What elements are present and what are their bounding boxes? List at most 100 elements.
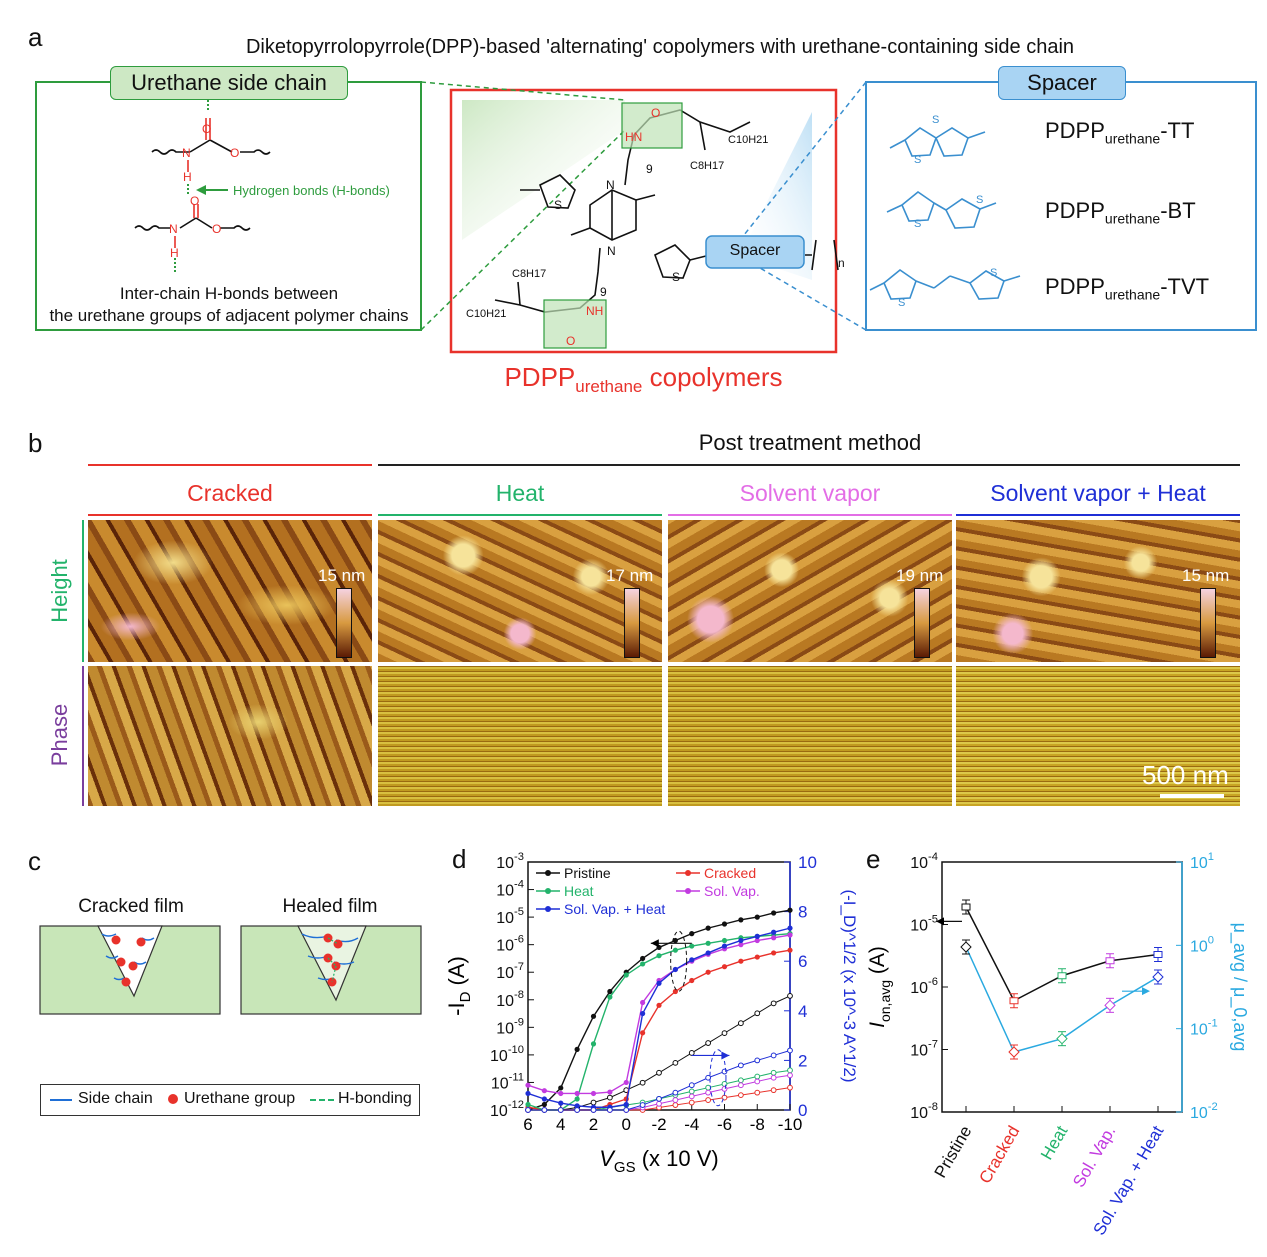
series-sqrt-point xyxy=(672,1059,679,1066)
series-log-point xyxy=(721,943,728,949)
urethane-top xyxy=(151,139,271,155)
n-label-bottom: N xyxy=(607,244,616,258)
scale-label-solvent-heat: 15 nm xyxy=(1182,566,1230,585)
afm-phase-solvent-heat xyxy=(956,666,1240,806)
e-y-right-axis-label: μ_avg / μ_0,avg xyxy=(1229,923,1250,1052)
series-log-point xyxy=(754,933,760,939)
legend-marker xyxy=(545,906,551,912)
afm-height-solvent-heat xyxy=(956,520,1240,662)
series-log-point xyxy=(656,980,662,986)
series-sqrt-point xyxy=(787,993,793,999)
atom-n-top: N xyxy=(182,146,191,160)
e-series-line-0 xyxy=(965,906,1159,1002)
series-log-point xyxy=(623,1101,629,1108)
colorbar-heat xyxy=(624,588,640,658)
series-log-point xyxy=(640,1030,646,1036)
scale-bar-label: 500 nm xyxy=(1142,760,1229,790)
series-log-point xyxy=(672,988,678,995)
scale-label-solvent: 19 nm xyxy=(896,566,944,585)
y-right-axis-label: (-I_D)^1/2 (x 10^-3 A^1/2) xyxy=(840,889,859,1082)
panel-c-figure xyxy=(39,925,422,1015)
series-log-point xyxy=(771,929,777,935)
series-log-point xyxy=(754,914,760,920)
y-left-tick-label: 10-5 xyxy=(496,906,524,927)
e-x-tick-label: Cracked xyxy=(975,1123,1023,1187)
series-sqrt-point xyxy=(705,1040,712,1046)
series-sqrt-point xyxy=(656,1069,662,1076)
series-sqrt-point xyxy=(770,1087,777,1094)
series-log-point xyxy=(574,1090,580,1097)
col-label-cracked: Cracked xyxy=(187,480,273,506)
urethane-highlight-bottom xyxy=(543,299,607,349)
legend-urethane-group: Urethane group xyxy=(184,1090,296,1107)
e-y-left-axis-label: Ion,avg (A) xyxy=(866,946,893,1028)
hbond-label: Hydrogen bonds (H-bonds) xyxy=(233,183,390,198)
legend-label: Cracked xyxy=(704,865,756,881)
header-line-black xyxy=(378,464,1240,466)
series-log-point xyxy=(705,969,711,975)
series-sqrt-point xyxy=(754,1089,761,1096)
y-right-tick-label: 10 xyxy=(798,853,817,872)
e-arrow-left-head xyxy=(936,917,944,926)
series-log-point xyxy=(771,950,777,956)
series-sqrt-point xyxy=(639,1079,646,1086)
legend-h-bonding: H-bonding xyxy=(338,1090,412,1107)
e-y-left-tick-label: 10-7 xyxy=(910,1039,938,1060)
e-x-tick-label: Heat xyxy=(1037,1122,1072,1163)
x-tick-label: -10 xyxy=(778,1115,803,1134)
s-label-left: S xyxy=(554,198,563,212)
series-sqrt-point xyxy=(787,1084,793,1091)
series-sqrt-point xyxy=(787,1047,793,1054)
x-tick-label: -4 xyxy=(684,1115,699,1134)
series-sqrt-point xyxy=(754,1010,761,1017)
afm-height-solvent xyxy=(668,520,952,662)
atom-o-bottom: O xyxy=(190,194,200,208)
ellipse-left xyxy=(670,930,688,992)
series-sqrt-point xyxy=(688,1050,695,1056)
c10h21-bottom: C10H21 xyxy=(466,308,507,320)
row-line-phase xyxy=(82,666,84,806)
legend-label: Sol. Vap. xyxy=(704,883,760,899)
series-sqrt-point xyxy=(770,1000,777,1007)
series-log-point xyxy=(656,953,662,959)
row-line-height xyxy=(82,520,84,662)
series-log-point xyxy=(640,955,646,962)
legend-marker xyxy=(685,888,691,894)
series-sqrt-point xyxy=(754,1073,761,1080)
s-tvt-1: S xyxy=(898,297,906,309)
c8h17-top: C8H17 xyxy=(690,160,725,172)
tvt-label: PDPPurethane-TVT xyxy=(1045,274,1210,303)
series-log-point xyxy=(623,1079,629,1086)
y-left-tick-label: 10-8 xyxy=(496,989,524,1010)
scale-label-cracked: 15 nm xyxy=(318,566,366,585)
x-tick-label: 6 xyxy=(523,1115,532,1134)
legend-marker xyxy=(685,870,691,876)
e-point-square xyxy=(1009,997,1019,1005)
x-tick-label: -8 xyxy=(750,1115,765,1134)
scale-bar xyxy=(1160,794,1224,798)
series-log-point xyxy=(689,931,695,937)
series-log-point xyxy=(705,950,711,956)
urethane-highlight-top xyxy=(621,102,683,149)
urethane-caption-line2: the urethane groups of adjacent polymer … xyxy=(49,306,409,325)
series-log-point xyxy=(607,994,613,1000)
s-bt-1: S xyxy=(914,218,922,230)
cracked-film-title: Cracked film xyxy=(78,896,184,917)
colorbar-solvent xyxy=(914,588,930,658)
series-log-point xyxy=(721,921,728,927)
col-line-solvent-heat xyxy=(956,514,1240,516)
series-sqrt-point xyxy=(606,1094,613,1101)
atom-h-bottom: H xyxy=(170,246,179,260)
spacer-title: Spacer xyxy=(998,66,1126,100)
e-x-tick-label: Sol. Vap. xyxy=(1069,1123,1119,1191)
e-point-diamond xyxy=(960,941,972,953)
hn-label: HN xyxy=(625,130,643,144)
series-log-point xyxy=(721,964,728,970)
legend-marker xyxy=(545,888,551,894)
series-log-point xyxy=(574,1103,580,1109)
panel-b-letter: b xyxy=(28,428,43,458)
series-log-point xyxy=(640,1010,646,1017)
series-sqrt-point xyxy=(656,1100,662,1107)
series-log-point xyxy=(590,1041,597,1047)
chart-e-frame xyxy=(941,861,1183,1113)
